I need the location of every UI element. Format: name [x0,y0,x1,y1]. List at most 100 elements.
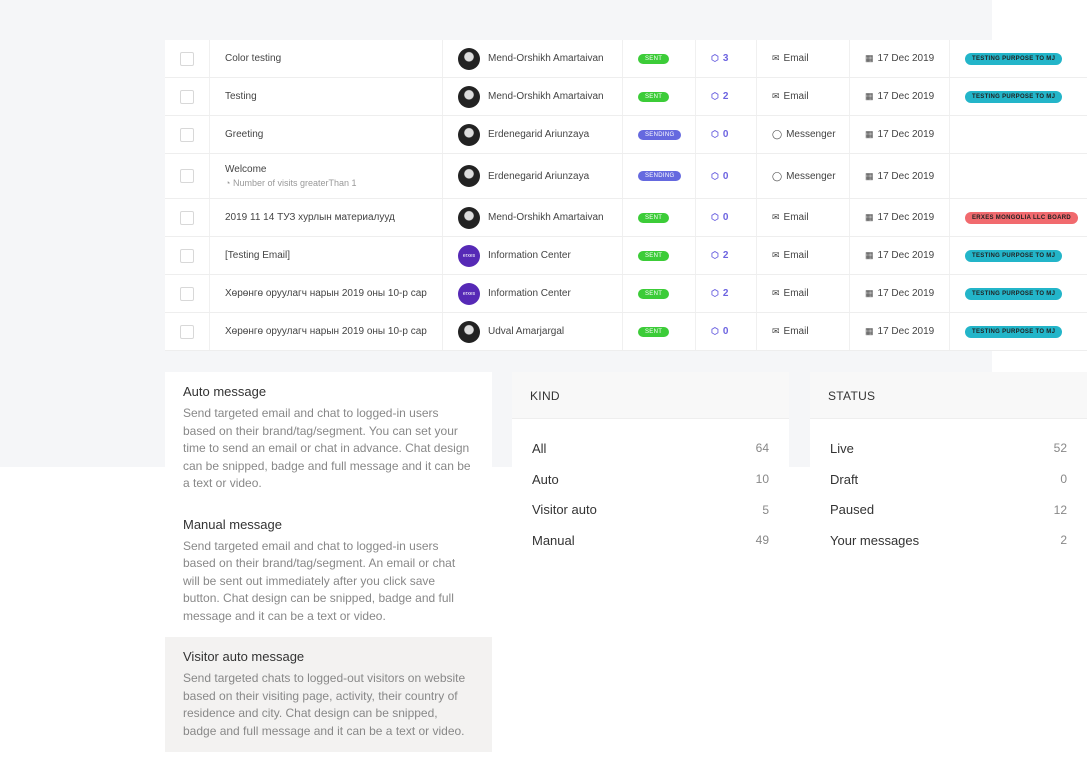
row-checkbox[interactable] [180,89,194,104]
message-title[interactable]: Хөрөнгө оруулагч нарын 2019 оны 10-р сар [225,326,427,337]
message-title[interactable]: Хөрөнгө оруулагч нарын 2019 оны 10-р сар [225,288,427,299]
table-row[interactable]: Хөрөнгө оруулагч нарын 2019 оны 10-р сар… [165,313,1087,351]
filter-label: Auto [532,471,559,487]
avatar [458,206,480,229]
cube-icon: ⬡ [711,250,719,260]
message-kind: Messenger [786,129,836,140]
filter-label: Paused [830,502,875,518]
status-badge: SENT [638,53,670,64]
cube-icon: ⬡ [711,91,719,101]
row-checkbox[interactable] [180,210,194,225]
message-date: 17 Dec 2019 [877,170,935,182]
avatar [458,123,480,146]
filter-item[interactable]: Auto 10 [512,464,789,495]
table-row[interactable]: 2019 11 14 ТУЗ хурлын материалууд Mend-O… [165,199,1087,237]
filter-item[interactable]: Draft 0 [810,464,1087,495]
message-date: 17 Dec 2019 [877,326,935,337]
message-title[interactable]: [Testing Email] [225,250,291,261]
status-badge: SENT [638,326,670,337]
author-name: Erdenegarid Ariunzaya [488,129,590,140]
envelope-icon: ✉ [772,288,780,298]
tag-badge: TESTING PURPOSE TO MJ [965,249,1063,262]
filter-item[interactable]: All 64 [512,433,789,464]
message-date: 17 Dec 2019 [877,250,935,261]
message-type-option[interactable]: Visitor auto message Send targeted chats … [165,637,492,752]
message-count: 0 [722,326,729,337]
status-badge: SENT [638,288,670,299]
filter-item[interactable]: Manual 49 [512,525,789,556]
row-checkbox[interactable] [180,324,194,339]
filter-count: 10 [755,472,769,487]
filter-item[interactable]: Visitor auto 5 [512,494,789,525]
author-name: Mend-Orshikh Amartaivan [488,212,604,223]
status-badge: SENT [638,91,670,102]
avatar [458,47,480,70]
message-count: 0 [722,170,729,182]
table-row[interactable]: Testing Mend-Orshikh Amartaivan SENT ⬡ 2 … [165,78,1087,116]
chat-bubble-icon: ◯ [772,129,783,139]
filter-item[interactable]: Live 52 [810,433,1087,464]
message-title[interactable]: Greeting [225,129,264,140]
cube-icon: ⬡ [711,170,719,181]
message-kind: Email [783,53,809,64]
message-date: 17 Dec 2019 [877,91,935,102]
message-kind: Email [783,250,809,261]
filter-count: 49 [755,533,769,548]
calendar-icon: ▦ [865,288,874,298]
message-title[interactable]: Welcome [225,164,267,175]
row-checkbox[interactable] [180,169,194,183]
message-count: 0 [722,212,729,223]
chat-bubble-icon: ◯ [772,170,783,181]
envelope-icon: ✉ [772,250,780,260]
row-checkbox[interactable] [180,286,194,301]
envelope-icon: ✉ [772,326,780,336]
message-kind: Email [783,91,809,102]
status-badge: SENT [638,250,670,261]
author-name: Erdenegarid Ariunzaya [488,170,590,182]
message-types-panel: Auto message Send targeted email and chat… [165,372,492,759]
table-row[interactable]: [Testing Email] erxes Information Center … [165,237,1087,275]
avatar [458,85,480,108]
avatar [458,165,480,187]
filter-label: Your messages [830,532,920,548]
calendar-icon: ▦ [865,326,874,336]
calendar-icon: ▦ [865,170,874,181]
avatar [458,320,480,343]
filter-count: 52 [1053,441,1067,456]
filter-count: 12 [1053,502,1067,517]
message-type-option[interactable]: Manual message Send targeted email and ch… [165,505,492,638]
row-checkbox[interactable] [180,127,194,142]
row-checkbox[interactable] [180,51,194,66]
calendar-icon: ▦ [865,129,874,139]
message-date: 17 Dec 2019 [877,129,935,140]
cube-icon: ⬡ [711,53,719,63]
tag-badge: ERXES MONGOLIA LLC BOARD [965,211,1078,224]
cube-icon: ⬡ [711,288,719,298]
cube-icon: ⬡ [711,212,719,222]
envelope-icon: ✉ [772,212,780,222]
filter-count: 64 [755,441,769,456]
message-type-option[interactable]: Auto message Send targeted email and chat… [165,372,492,505]
filter-item[interactable]: Paused 12 [810,494,1087,525]
calendar-icon: ▦ [865,91,874,101]
message-type-title: Visitor auto message [183,649,305,664]
filter-label: Visitor auto [532,502,597,518]
row-checkbox[interactable] [180,248,194,263]
message-title[interactable]: Color testing [225,53,282,64]
status-badge: SENT [638,212,670,223]
table-row[interactable]: Color testing Mend-Orshikh Amartaivan SE… [165,40,1087,78]
author-name: Mend-Orshikh Amartaivan [488,53,604,64]
calendar-icon: ▦ [865,212,874,222]
message-title[interactable]: Testing [225,91,257,102]
message-count: 3 [722,53,729,64]
table-row[interactable]: Welcome ◔ Number of visits greaterThan 1… [165,154,1087,199]
envelope-icon: ✉ [772,91,780,101]
status-filter-title: STATUS [810,372,1087,419]
message-title[interactable]: 2019 11 14 ТУЗ хурлын материалууд [225,212,395,223]
table-row[interactable]: Хөрөнгө оруулагч нарын 2019 оны 10-р сар… [165,275,1087,313]
filter-item[interactable]: Your messages 2 [810,525,1087,556]
message-kind: Email [783,288,809,299]
filter-label: All [532,440,547,456]
filter-label: Live [830,440,854,456]
table-row[interactable]: Greeting Erdenegarid Ariunzaya SENDING ⬡… [165,116,1087,154]
